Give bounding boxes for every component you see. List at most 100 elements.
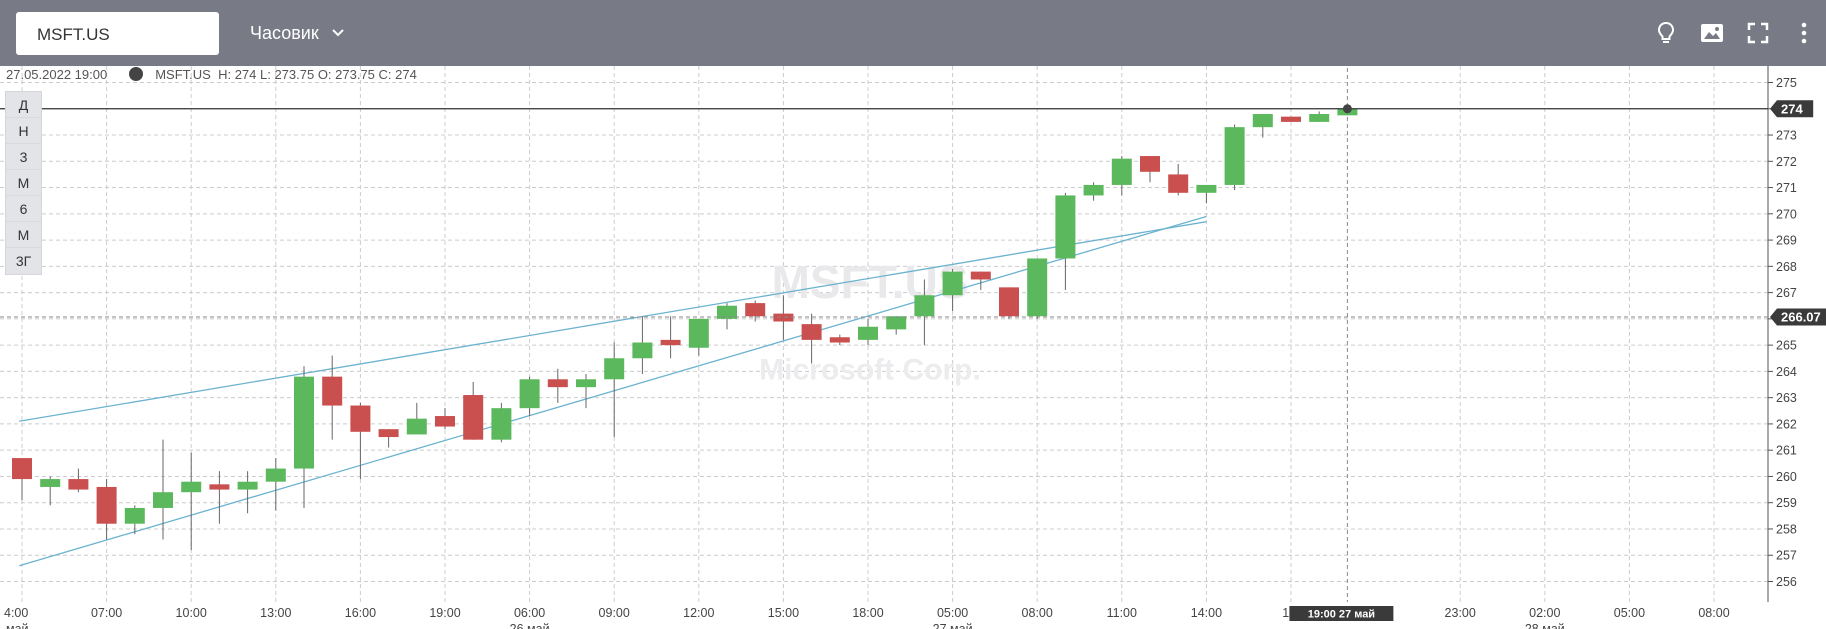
x-tick-label: 08:00: [1022, 606, 1053, 620]
candle-body: [1140, 156, 1160, 172]
candle-body: [1111, 158, 1132, 185]
candle-body: [1252, 114, 1273, 128]
y-tick-label: 261: [1776, 444, 1797, 458]
candle-body: [1224, 127, 1245, 185]
candle-body: [717, 305, 737, 319]
x-tick-label: 05:00: [937, 606, 968, 620]
candle: [463, 381, 484, 440]
candle: [886, 316, 907, 335]
candle-body: [12, 458, 32, 480]
y-tick-label: 257: [1776, 549, 1797, 563]
candle-body: [632, 342, 653, 359]
period-button[interactable]: Д: [6, 92, 41, 118]
candle-body: [96, 486, 117, 524]
candle: [1140, 156, 1160, 183]
y-tick-label: 265: [1776, 339, 1797, 353]
price-label: 266.07: [1770, 308, 1826, 326]
y-tick-label: 275: [1776, 76, 1797, 90]
series-dot-icon: [129, 67, 144, 81]
x-tick-label: 14:00: [1191, 606, 1222, 620]
candle-body: [153, 492, 173, 508]
watermark-symbol: MSFT.US: [772, 256, 969, 308]
period-button[interactable]: 3Г: [15, 253, 32, 269]
y-tick-label: 262: [1776, 417, 1797, 431]
candle: [350, 402, 371, 480]
candle: [491, 402, 512, 443]
y-tick-label: 264: [1776, 365, 1797, 379]
candle: [1224, 124, 1245, 191]
candle: [604, 342, 625, 438]
period-button[interactable]: М: [6, 222, 41, 248]
x-date-label: 26 май: [510, 622, 550, 629]
x-tick-label: 18:00: [852, 606, 883, 620]
image-icon[interactable]: [1699, 20, 1725, 46]
y-tick-label: 263: [1776, 391, 1797, 405]
candle: [829, 334, 850, 346]
period-selector: Д Н 3 М 6 М 3Г: [5, 91, 42, 275]
y-tick-label: 268: [1776, 260, 1797, 274]
candle-body: [519, 379, 540, 409]
period-button[interactable]: 3: [6, 144, 41, 170]
y-tick-label: 267: [1776, 286, 1797, 300]
candle: [68, 468, 89, 493]
x-tick-label: 13:00: [260, 606, 291, 620]
price-label-text: 266.07: [1781, 310, 1821, 325]
candle-body: [1055, 195, 1076, 259]
candle: [124, 505, 145, 535]
period-button[interactable]: Н: [6, 118, 41, 144]
candle: [153, 439, 173, 540]
x-date-label: 28 май: [1525, 622, 1565, 629]
candle-body: [829, 337, 850, 343]
candle-body: [181, 481, 202, 493]
info-datetime: 27.05.2022 19:00: [6, 66, 108, 82]
x-tick-label: 16:00: [345, 606, 376, 620]
x-tick-label: 10:00: [176, 606, 207, 620]
candle: [688, 318, 709, 356]
x-tick-label: 12:00: [683, 606, 714, 620]
interval-dropdown[interactable]: Часовик: [250, 22, 349, 44]
more-vertical-icon[interactable]: [1791, 20, 1817, 46]
period-button[interactable]: М: [6, 170, 41, 196]
crosshair-time-label: 19:00 27 май: [1289, 606, 1394, 621]
fullscreen-icon[interactable]: [1745, 20, 1771, 46]
trendline: [18, 215, 1207, 567]
candle-body: [660, 339, 681, 346]
x-tick-label: 02:00: [1529, 606, 1560, 620]
price-chart[interactable]: MSFT.US Microsoft Corp. 256 257 258 259 260 261…: [0, 66, 1826, 629]
info-symbol: MSFT.US: [155, 66, 211, 82]
symbol-input[interactable]: MSFT.US: [16, 12, 219, 55]
lightbulb-icon[interactable]: [1653, 20, 1679, 46]
candle: [1252, 114, 1273, 138]
x-date-label: май: [6, 622, 29, 629]
candle: [519, 376, 540, 417]
candle: [914, 279, 935, 346]
candle: [181, 452, 202, 550]
candle-body: [1168, 174, 1189, 193]
candle-body: [463, 395, 484, 440]
watermark-name: Microsoft Corp.: [759, 353, 981, 386]
candle-body: [1309, 114, 1330, 122]
candle: [801, 313, 822, 364]
x-tick-label: 19:00: [429, 606, 460, 620]
candle-body: [68, 479, 89, 490]
candle: [942, 268, 963, 311]
period-button[interactable]: 6: [6, 196, 41, 222]
ohlc-info: 27.05.2022 19:00 MSFT.US H: 274 L: 273.7…: [6, 66, 417, 82]
x-tick-label: 11:00: [1107, 606, 1137, 620]
price-label-bg: [1770, 308, 1826, 326]
y-tick-label: 271: [1776, 181, 1797, 195]
price-label-bg: [1770, 100, 1814, 118]
y-tick-label: 256: [1776, 575, 1797, 589]
x-date-label: 27 май: [933, 622, 973, 629]
candle-body: [209, 484, 230, 490]
candle-body: [801, 324, 822, 340]
candle: [576, 374, 596, 409]
candle-body: [773, 313, 794, 322]
y-tick-label: 270: [1776, 207, 1797, 221]
y-tick-label: 273: [1776, 129, 1797, 143]
candle-body: [999, 287, 1019, 317]
y-tick-label: 272: [1776, 155, 1797, 169]
candle-body: [378, 429, 399, 438]
candle: [1083, 182, 1104, 201]
crosshair-time-text: 19:00 27 май: [1308, 609, 1375, 621]
